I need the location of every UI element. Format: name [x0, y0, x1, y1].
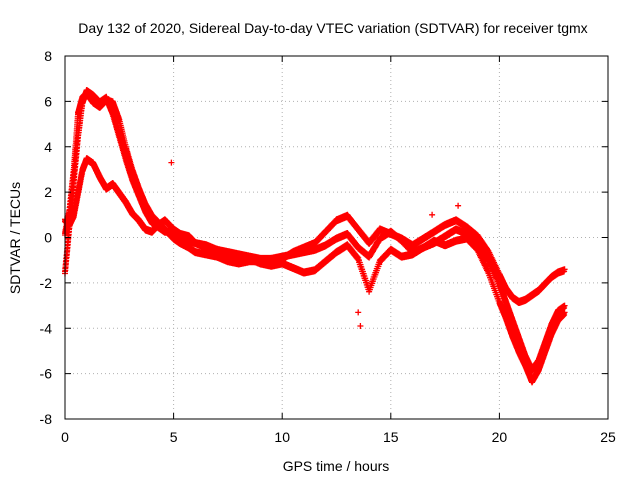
chart-title: Day 132 of 2020, Sidereal Day-to-day VTE… [78, 20, 587, 36]
axis-ticks: 0 5 10 15 20 25 -8 -6 -4 -2 0 2 4 6 8 [40, 48, 616, 445]
y-tick-label: -2 [40, 275, 53, 291]
data-marks [62, 87, 568, 386]
x-tick-label: 25 [600, 429, 616, 445]
y-axis-label: SDTVAR / TECUs [7, 182, 23, 294]
x-tick-label: 0 [61, 429, 69, 445]
series-track-a [62, 87, 568, 375]
outlier-point [357, 323, 364, 329]
x-tick-label: 15 [383, 429, 399, 445]
x-tick-label: 20 [492, 429, 508, 445]
y-tick-label: -6 [40, 366, 53, 382]
y-tick-label: -8 [40, 411, 53, 427]
y-tick-label: 4 [44, 139, 52, 155]
outlier-point [168, 159, 175, 166]
outlier-point [429, 211, 436, 218]
y-tick-label: -4 [40, 320, 53, 336]
x-tick-label: 5 [170, 429, 178, 445]
x-axis-label: GPS time / hours [283, 458, 390, 474]
y-tick-label: 0 [44, 230, 52, 246]
outlier-point [455, 202, 462, 209]
outlier-point [355, 309, 362, 316]
y-tick-label: 2 [44, 184, 52, 200]
x-tick-label: 10 [274, 429, 290, 445]
y-tick-label: 6 [44, 93, 52, 109]
y-tick-label: 8 [44, 48, 52, 64]
